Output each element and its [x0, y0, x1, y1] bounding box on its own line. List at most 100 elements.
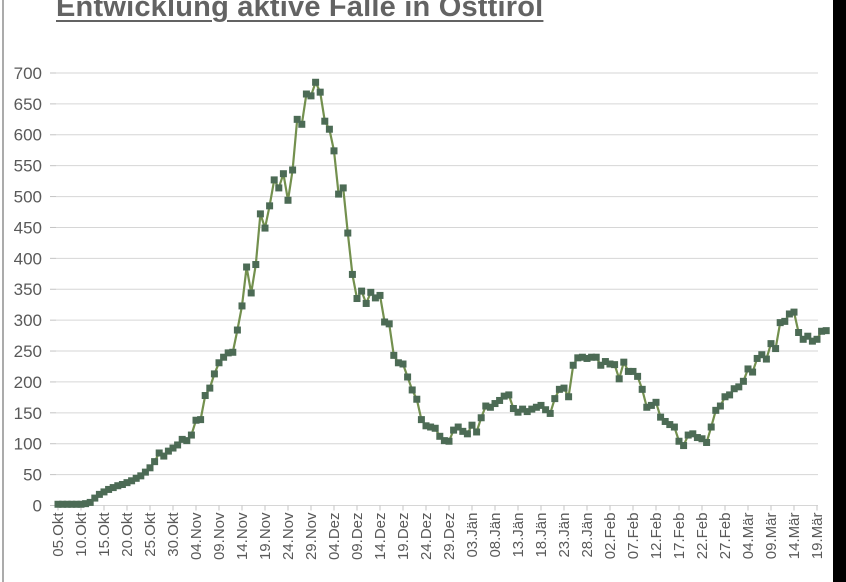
data-point-marker: [160, 452, 168, 460]
x-tick-label: 04.Nov: [188, 512, 205, 560]
data-point-marker: [666, 421, 674, 429]
data-point-marker: [178, 435, 186, 443]
data-point-marker: [647, 401, 655, 409]
y-tick-label: 100: [14, 435, 42, 454]
data-point-marker: [385, 320, 393, 328]
data-point-marker: [417, 416, 425, 424]
data-point-marker: [537, 401, 545, 409]
page-left-border: [2, 0, 4, 582]
data-point-marker: [284, 196, 292, 204]
data-point-marker: [758, 351, 766, 359]
data-point-marker: [565, 393, 573, 401]
data-point-marker: [77, 500, 85, 508]
data-point-marker: [491, 400, 499, 408]
x-tick-label: 10.Okt: [73, 512, 90, 557]
data-point-marker: [358, 287, 366, 295]
data-point-marker: [91, 494, 99, 502]
x-tick-label: 02.Feb: [602, 513, 619, 560]
data-point-marker: [362, 299, 370, 307]
data-point-marker: [293, 115, 301, 123]
data-point-marker: [394, 359, 402, 367]
data-point-marker: [427, 423, 435, 431]
data-point-marker: [721, 393, 729, 401]
y-tick-label: 650: [14, 95, 42, 114]
data-point-marker: [762, 355, 770, 363]
data-point-marker: [187, 431, 195, 439]
data-point-marker: [381, 318, 389, 326]
data-point-marker: [551, 395, 559, 403]
data-point-marker: [408, 386, 416, 394]
data-point-marker: [514, 408, 522, 416]
data-point-marker: [707, 423, 715, 431]
x-tick-label: 18.Jän: [533, 513, 550, 558]
data-point-marker: [519, 405, 527, 413]
data-point-marker: [404, 373, 412, 381]
data-point-marker: [767, 340, 775, 348]
data-point-marker: [523, 408, 531, 416]
data-point-marker: [224, 349, 232, 357]
x-tick-label: 09.Dez: [349, 513, 366, 561]
x-tick-label: 09.Mär: [763, 512, 780, 559]
data-point-marker: [569, 361, 577, 369]
x-tick-label: 24.Nov: [280, 512, 297, 560]
data-point-marker: [376, 291, 384, 299]
x-tick-label: 04.Dez: [326, 513, 343, 561]
data-point-marker: [141, 468, 149, 476]
data-point-marker: [243, 263, 251, 271]
x-tick-label: 04.Mär: [740, 512, 757, 559]
data-point-marker: [652, 398, 660, 406]
data-point-marker: [813, 335, 821, 343]
data-point-marker: [555, 385, 563, 393]
right-black-band: [833, 0, 846, 582]
data-point-marker: [436, 432, 444, 440]
data-point-marker: [730, 385, 738, 393]
data-point-marker: [468, 421, 476, 429]
y-tick-label: 0: [33, 496, 42, 515]
data-point-marker: [82, 500, 90, 508]
chart-title: Entwicklung aktive Fälle in Osttirol: [56, 0, 544, 23]
data-point-marker: [693, 434, 701, 442]
data-point-marker: [256, 210, 264, 218]
data-point-marker: [339, 184, 347, 192]
data-point-marker: [822, 327, 830, 335]
data-point-marker: [450, 426, 458, 434]
x-tick-label: 14.Dez: [372, 513, 389, 561]
data-point-marker: [183, 437, 191, 445]
data-point-marker: [100, 488, 108, 496]
data-point-marker: [454, 423, 462, 431]
data-point-marker: [463, 430, 471, 438]
x-tick-label: 20.Okt: [119, 512, 136, 557]
data-point-marker: [505, 391, 513, 399]
data-point-marker: [629, 367, 637, 375]
data-point-marker: [266, 202, 274, 210]
data-point-marker: [413, 395, 421, 403]
data-point-marker: [72, 500, 80, 508]
data-point-marker: [578, 353, 586, 361]
data-point-marker: [684, 431, 692, 439]
data-point-marker: [781, 317, 789, 325]
data-point-marker: [532, 403, 540, 411]
data-point-marker: [146, 464, 154, 472]
x-tick-label: 08.Jän: [487, 513, 504, 558]
data-point-marker: [54, 500, 62, 508]
data-point-marker: [431, 424, 439, 432]
x-tick-label: 15.Okt: [96, 512, 113, 557]
data-point-marker: [68, 500, 76, 508]
data-point-marker: [689, 430, 697, 438]
data-point-marker: [675, 437, 683, 445]
data-point-marker: [367, 288, 375, 296]
data-point-marker: [192, 416, 200, 424]
data-point-marker: [371, 294, 379, 302]
data-point-marker: [620, 358, 628, 366]
data-point-marker: [440, 437, 448, 445]
y-tick-label: 550: [14, 157, 42, 176]
data-point-marker: [509, 404, 517, 412]
data-point-marker: [638, 385, 646, 393]
data-point-marker: [261, 224, 269, 232]
data-point-marker: [206, 384, 214, 392]
data-point-marker: [289, 166, 297, 174]
data-point-marker: [680, 442, 688, 450]
x-tick-label: 14.Nov: [234, 512, 251, 560]
x-tick-label: 28.Jän: [579, 513, 596, 558]
